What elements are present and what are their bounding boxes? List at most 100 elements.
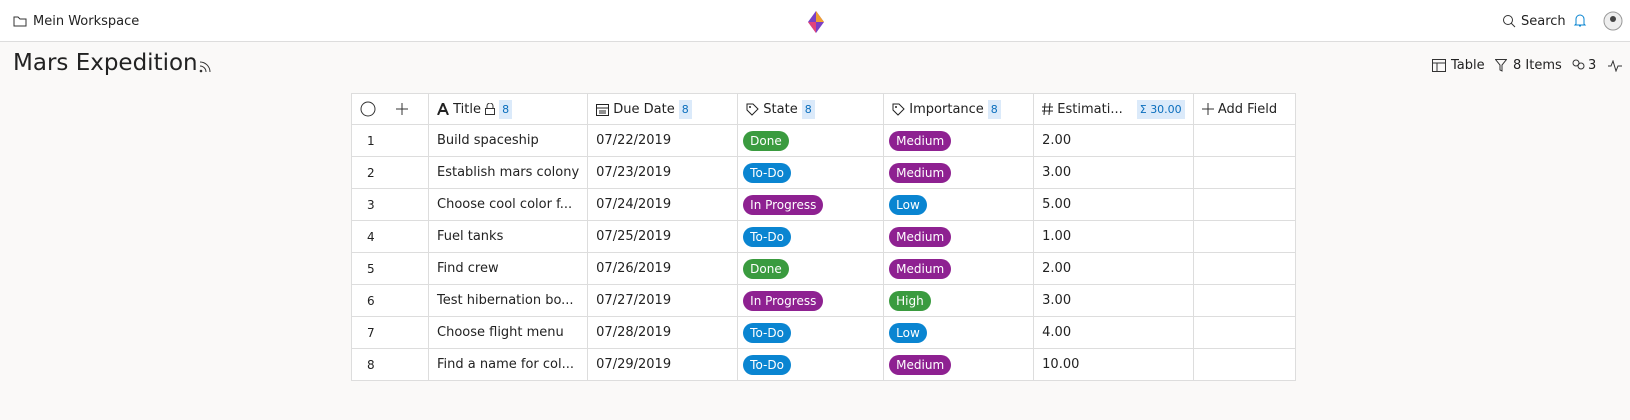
state-pill: In Progress xyxy=(743,194,824,215)
state-cell: Done xyxy=(737,252,885,285)
state-pill: To-Do xyxy=(743,226,791,247)
search[interactable]: Search xyxy=(1521,14,1566,29)
top-bar: Mein Workspace Search xyxy=(0,0,1630,42)
empty-cell xyxy=(1192,156,1296,189)
sum-symbol: Σ xyxy=(1139,102,1147,116)
row-index: 7 xyxy=(351,316,429,349)
member-count[interactable]: 3 xyxy=(1588,58,1597,73)
column-title: Due Date xyxy=(613,101,675,117)
estimate-cell: 4.00 xyxy=(1033,316,1194,349)
importance-cell: Medium xyxy=(883,220,1035,253)
folder-icon xyxy=(13,16,27,27)
add-field[interactable]: Add Field xyxy=(1192,93,1296,125)
data-table: Title 8 Due Date 8 State 8 Importance 8 Est… xyxy=(351,93,1296,381)
table-body: 1 Build spaceship 07/22/2019 Done Medium 2.00… xyxy=(351,124,1296,381)
importance-pill: Medium xyxy=(889,354,952,375)
estimate-cell: 5.00 xyxy=(1033,188,1194,221)
rss-icon[interactable] xyxy=(198,60,212,74)
importance-pill: Medium xyxy=(889,258,952,279)
due-date-cell: 07/29/2019 xyxy=(587,348,739,381)
table-row[interactable]: 6 Test hibernation bo... 07/27/2019 In Prog… xyxy=(351,284,1296,317)
row-index: 8 xyxy=(351,348,429,381)
state-pill: To-Do xyxy=(743,354,791,375)
sum-value: 30.00 xyxy=(1150,102,1182,116)
bell-icon[interactable] xyxy=(1573,13,1587,29)
importance-cell: Medium xyxy=(883,252,1035,285)
due-date-cell: 07/24/2019 xyxy=(587,188,739,221)
estimate-cell: 3.00 xyxy=(1033,156,1194,189)
state-cell: To-Do xyxy=(737,156,885,189)
table-row[interactable]: 8 Find a name for col... 07/29/2019 To-Do Me… xyxy=(351,348,1296,381)
row-index: 6 xyxy=(351,284,429,317)
title-cell: Establish mars colony xyxy=(427,156,589,189)
importance-pill: Medium xyxy=(889,130,952,151)
title-cell: Choose cool color f... xyxy=(427,188,589,221)
importance-cell: High xyxy=(883,284,1035,317)
table-row[interactable]: 2 Establish mars colony 07/23/2019 To-Do Med… xyxy=(351,156,1296,189)
importance-cell: Low xyxy=(883,316,1035,349)
importance-cell: Medium xyxy=(883,156,1035,189)
column-header[interactable]: Importance 8 xyxy=(883,93,1035,125)
title-cell: Fuel tanks xyxy=(427,220,589,253)
table-row[interactable]: 1 Build spaceship 07/22/2019 Done Medium 2.00 xyxy=(351,124,1296,157)
importance-pill: Medium xyxy=(889,162,952,183)
header-row: Title 8 Due Date 8 State 8 Importance 8 Est… xyxy=(351,93,1296,125)
table-row[interactable]: 5 Find crew 07/26/2019 Done Medium 2.00 xyxy=(351,252,1296,285)
estimate-cell: 3.00 xyxy=(1033,284,1194,317)
importance-cell: Medium xyxy=(883,348,1035,381)
avatar[interactable] xyxy=(1603,11,1623,31)
empty-cell xyxy=(1192,220,1296,253)
activity-icon[interactable] xyxy=(1608,60,1622,72)
estimate-cell: 2.00 xyxy=(1033,252,1194,285)
row-index: 1 xyxy=(351,124,429,157)
column-count: 8 xyxy=(801,99,815,119)
title-cell: Test hibernation bo... xyxy=(427,284,589,317)
column-count: 8 xyxy=(499,99,513,119)
estimate-cell: 2.00 xyxy=(1033,124,1194,157)
state-pill: To-Do xyxy=(743,162,791,183)
column-sum: Σ 30.00 xyxy=(1136,99,1185,119)
due-date-cell: 07/25/2019 xyxy=(587,220,739,253)
table-row[interactable]: 4 Fuel tanks 07/25/2019 To-Do Medium 1.00 xyxy=(351,220,1296,253)
importance-pill: Medium xyxy=(889,226,952,247)
due-date-cell: 07/27/2019 xyxy=(587,284,739,317)
empty-cell xyxy=(1192,316,1296,349)
importance-cell: Low xyxy=(883,188,1035,221)
importance-pill: High xyxy=(889,290,931,311)
empty-cell xyxy=(1192,124,1296,157)
workspace-name[interactable]: Mein Workspace xyxy=(33,14,140,29)
title-cell: Find a name for col... xyxy=(427,348,589,381)
state-pill: Done xyxy=(743,258,789,279)
column-header[interactable]: State 8 xyxy=(737,93,885,125)
empty-cell xyxy=(1192,284,1296,317)
row-index: 5 xyxy=(351,252,429,285)
item-count[interactable]: 8 Items xyxy=(1513,58,1562,73)
column-header[interactable]: Due Date 8 xyxy=(587,93,739,125)
estimate-cell: 1.00 xyxy=(1033,220,1194,253)
state-cell: To-Do xyxy=(737,220,885,253)
importance-pill: Low xyxy=(889,322,927,343)
table-icon xyxy=(1432,59,1446,72)
empty-cell xyxy=(1192,348,1296,381)
column-title: State xyxy=(763,101,798,117)
table-row[interactable]: 3 Choose cool color f... 07/24/2019 In Prog… xyxy=(351,188,1296,221)
column-header[interactable]: Estimati... Σ 30.00 xyxy=(1033,93,1194,125)
column-count: 8 xyxy=(987,99,1001,119)
column-header[interactable]: Title 8 xyxy=(427,93,589,125)
title-cell: Find crew xyxy=(427,252,589,285)
state-pill: To-Do xyxy=(743,322,791,343)
table-row[interactable]: 7 Choose flight menu 07/28/2019 To-Do Low 4.0… xyxy=(351,316,1296,349)
row-index: 4 xyxy=(351,220,429,253)
state-cell: In Progress xyxy=(737,284,885,317)
view-name[interactable]: Table xyxy=(1451,58,1485,73)
row-index: 3 xyxy=(351,188,429,221)
title-cell: Choose flight menu xyxy=(427,316,589,349)
due-date-cell: 07/22/2019 xyxy=(587,124,739,157)
search-icon xyxy=(1503,15,1516,28)
column-title: Title xyxy=(453,101,482,117)
row-index: 2 xyxy=(351,156,429,189)
estimate-cell: 10.00 xyxy=(1033,348,1194,381)
importance-pill: Low xyxy=(889,194,927,215)
select-column xyxy=(351,93,429,125)
